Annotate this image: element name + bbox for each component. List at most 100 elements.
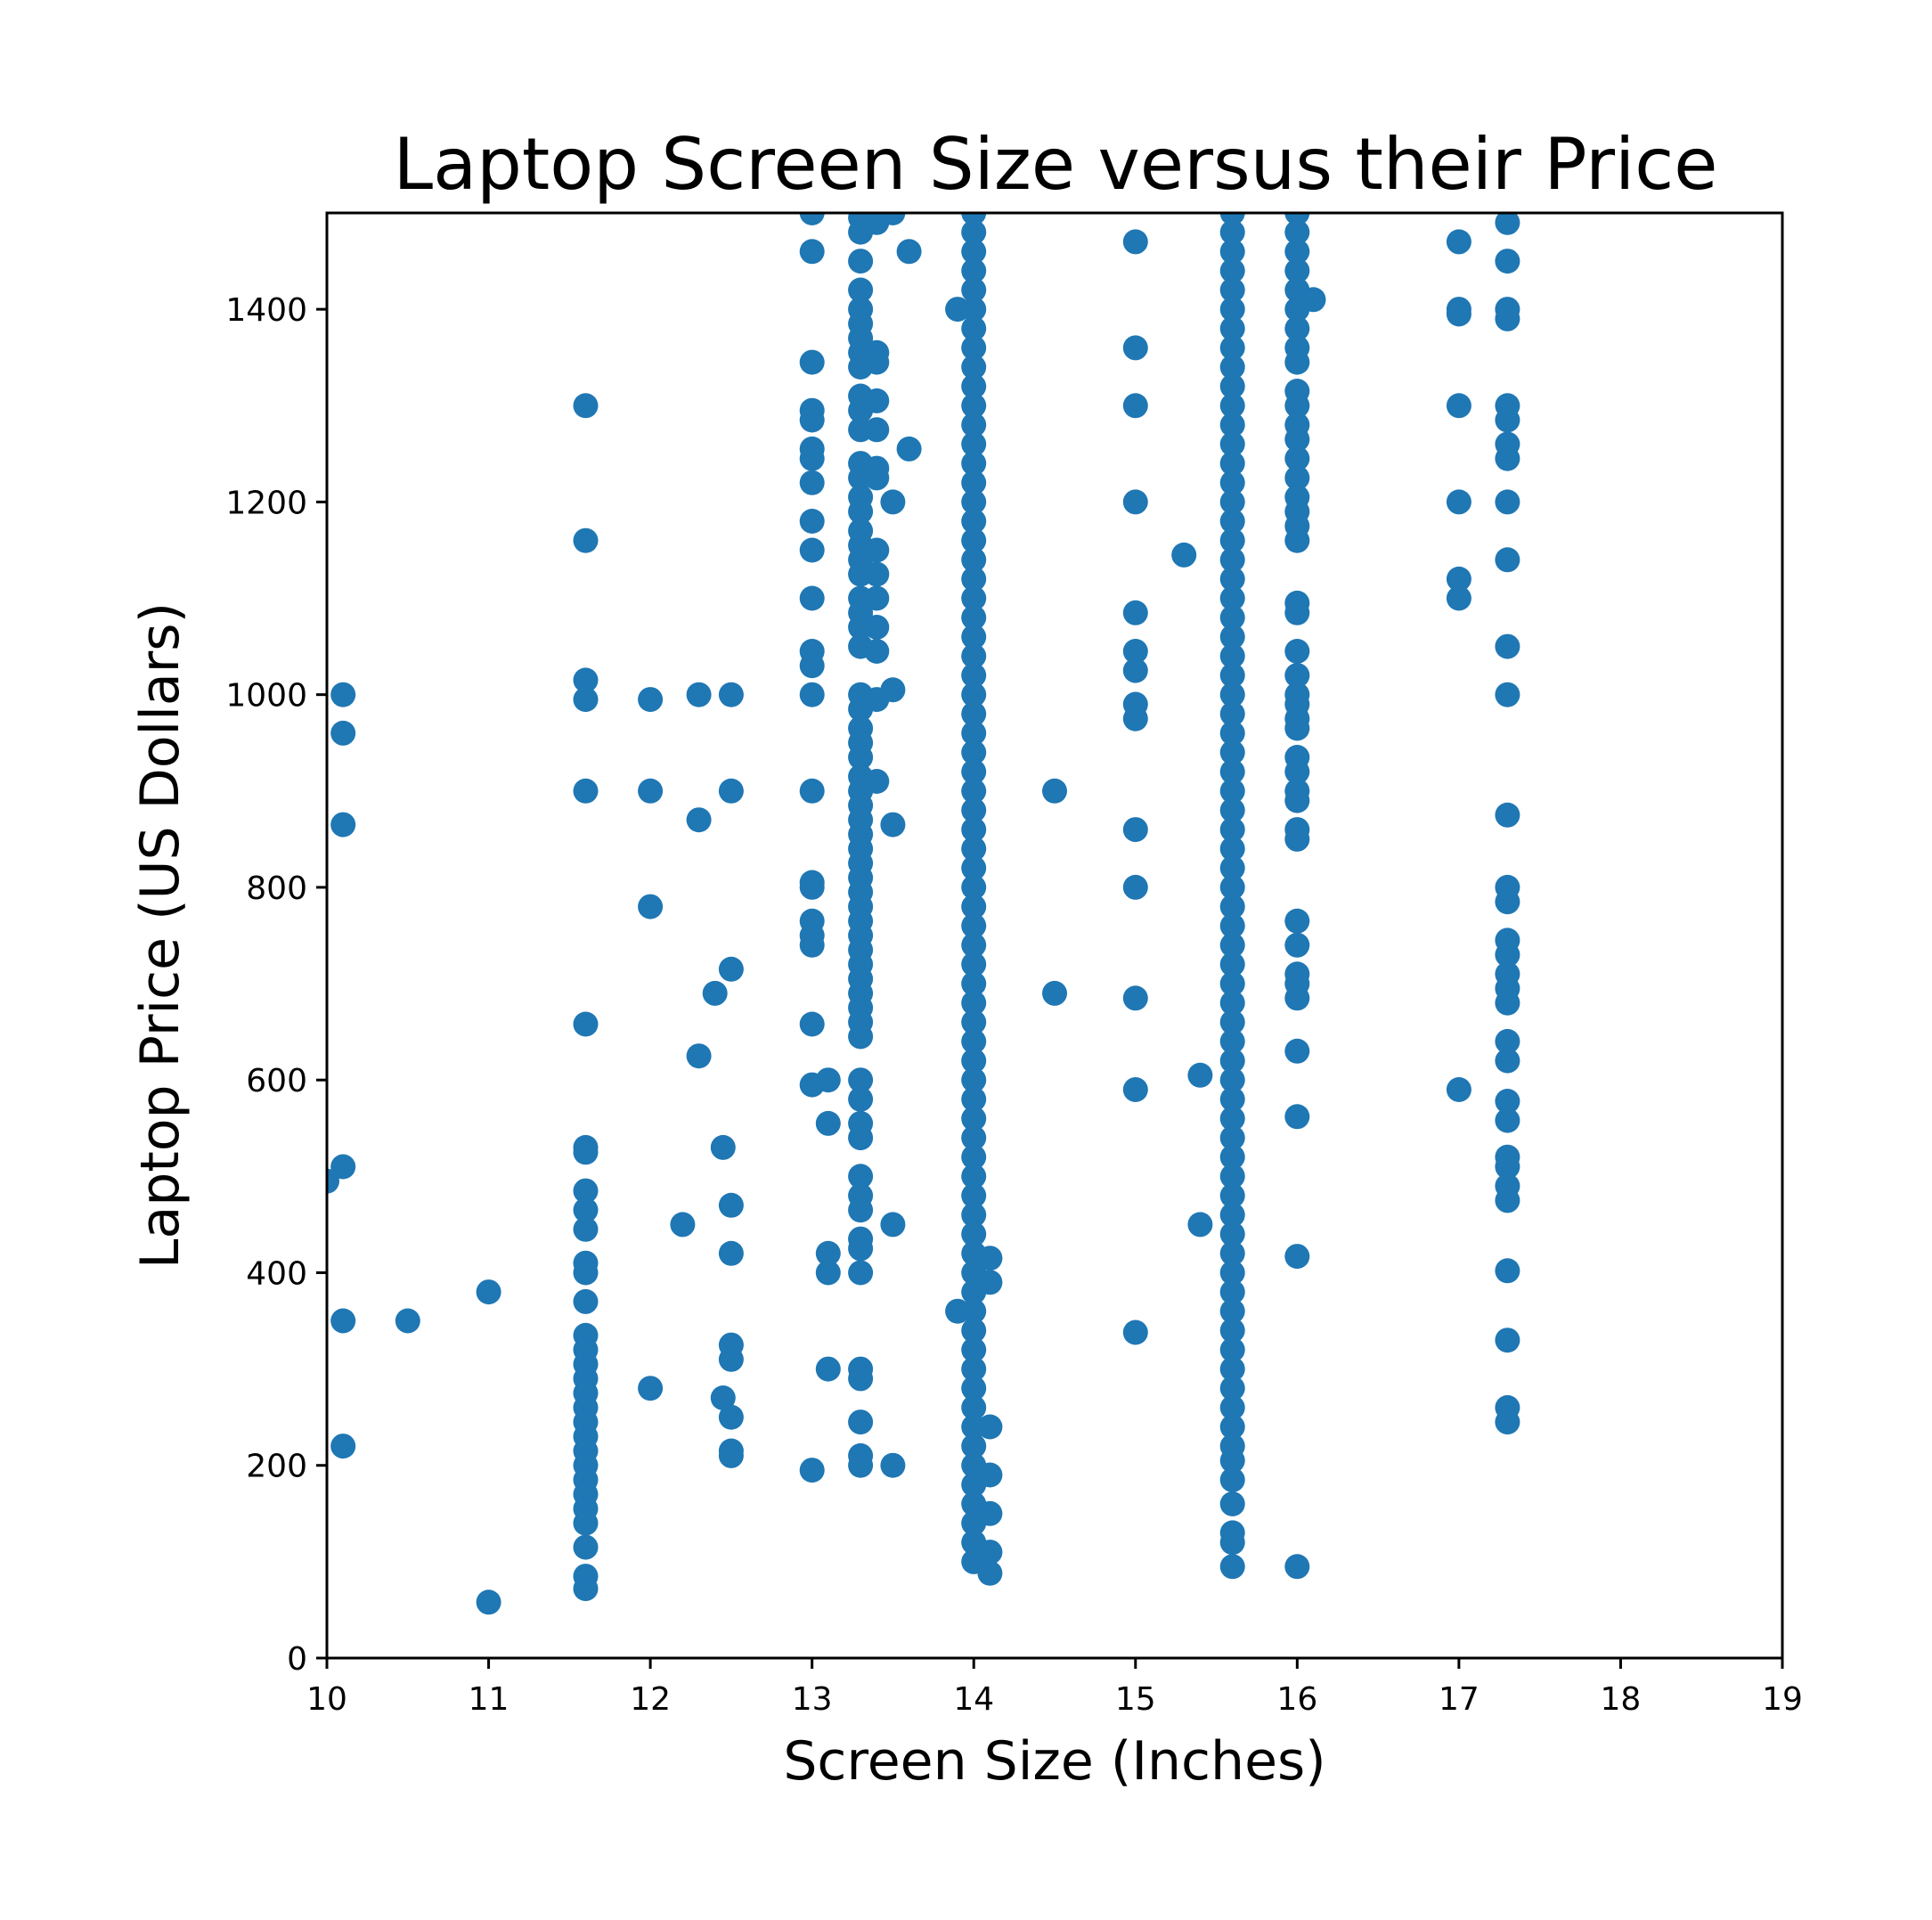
- data-point: [961, 913, 987, 939]
- data-point: [961, 817, 987, 843]
- data-point: [1219, 585, 1245, 611]
- data-point: [848, 1164, 874, 1189]
- data-point: [1219, 701, 1245, 727]
- data-point: [1219, 547, 1245, 573]
- data-point: [848, 1260, 874, 1286]
- data-point: [848, 1067, 874, 1093]
- data-point: [1219, 797, 1245, 823]
- data-point: [1219, 393, 1245, 419]
- data-point: [718, 1192, 744, 1218]
- data-point: [718, 1240, 744, 1266]
- data-point: [961, 624, 987, 650]
- data-point: [961, 219, 987, 245]
- x-tick-label: 16: [1276, 1681, 1317, 1718]
- data-point: [1495, 1328, 1520, 1353]
- data-point: [848, 1125, 874, 1151]
- data-point: [1446, 301, 1471, 327]
- data-point: [1219, 1125, 1245, 1151]
- data-point: [1219, 817, 1245, 843]
- data-point: [961, 451, 987, 477]
- data-point: [573, 1178, 599, 1204]
- y-tick-label: 0: [287, 1641, 307, 1678]
- data-point: [961, 1144, 987, 1170]
- data-point: [848, 1086, 874, 1112]
- data-point: [961, 412, 987, 437]
- data-point: [1122, 600, 1148, 625]
- data-point: [1284, 239, 1310, 265]
- data-point: [961, 682, 987, 707]
- data-point: [848, 1366, 874, 1392]
- data-point: [961, 797, 987, 823]
- data-point: [1284, 600, 1310, 625]
- data-point: [1219, 470, 1245, 495]
- data-point: [799, 1011, 825, 1037]
- data-point: [961, 971, 987, 997]
- data-point: [330, 1434, 356, 1459]
- data-point: [1219, 566, 1245, 592]
- data-point: [961, 701, 987, 727]
- data-point: [961, 257, 987, 283]
- data-point: [961, 1125, 987, 1151]
- data-point: [864, 615, 890, 640]
- data-point: [1122, 658, 1148, 683]
- data-point: [1219, 739, 1245, 765]
- data-point: [961, 566, 987, 592]
- data-point: [799, 932, 825, 958]
- data-point: [1122, 874, 1148, 900]
- data-point: [1187, 1062, 1213, 1088]
- data-point: [1284, 445, 1310, 471]
- data-point: [1284, 1104, 1310, 1130]
- data-point: [961, 1048, 987, 1074]
- data-point: [1219, 1106, 1245, 1132]
- data-point: [1495, 1107, 1520, 1133]
- data-point: [961, 1298, 987, 1324]
- data-point: [1284, 527, 1310, 553]
- data-point: [718, 1346, 744, 1372]
- data-point: [330, 812, 356, 837]
- data-point: [718, 778, 744, 804]
- data-point: [815, 1240, 841, 1266]
- data-point: [1495, 1154, 1520, 1180]
- data-point: [1495, 1258, 1520, 1284]
- data-point: [1219, 1048, 1245, 1074]
- data-point: [1284, 219, 1310, 245]
- data-point: [1495, 889, 1520, 915]
- data-point: [880, 1452, 906, 1478]
- data-point: [1284, 663, 1310, 688]
- data-point: [1495, 1409, 1520, 1435]
- data-point: [1219, 1067, 1245, 1093]
- data-point: [686, 682, 712, 707]
- data-point: [1042, 980, 1067, 1006]
- data-point: [799, 682, 825, 707]
- y-axis: 0 200 400 600 800 1000 1200 1400: [225, 292, 327, 1678]
- data-point: [1446, 585, 1471, 611]
- data-point: [961, 1318, 987, 1344]
- data-point: [1219, 971, 1245, 997]
- data-point: [961, 315, 987, 341]
- data-point: [1122, 335, 1148, 361]
- data-point: [1284, 715, 1310, 741]
- data-point: [1284, 315, 1310, 341]
- data-point: [1495, 990, 1520, 1016]
- data-point: [1495, 407, 1520, 433]
- data-point: [961, 739, 987, 765]
- data-point: [961, 489, 987, 515]
- data-point: [961, 277, 987, 303]
- data-point: [1284, 1554, 1310, 1580]
- data-point: [1284, 759, 1310, 785]
- data-point: [1219, 1356, 1245, 1382]
- data-point: [961, 547, 987, 573]
- data-point: [1219, 855, 1245, 881]
- data-point: [1219, 1467, 1245, 1492]
- data-point: [1219, 1221, 1245, 1247]
- data-point: [1219, 412, 1245, 437]
- data-point: [573, 1534, 599, 1560]
- data-point: [961, 509, 987, 534]
- data-point: [961, 990, 987, 1016]
- data-point: [1284, 932, 1310, 958]
- data-point: [961, 605, 987, 631]
- x-tick-label: 11: [469, 1681, 509, 1718]
- x-tick-label: 10: [306, 1681, 347, 1718]
- data-point: [815, 1067, 841, 1093]
